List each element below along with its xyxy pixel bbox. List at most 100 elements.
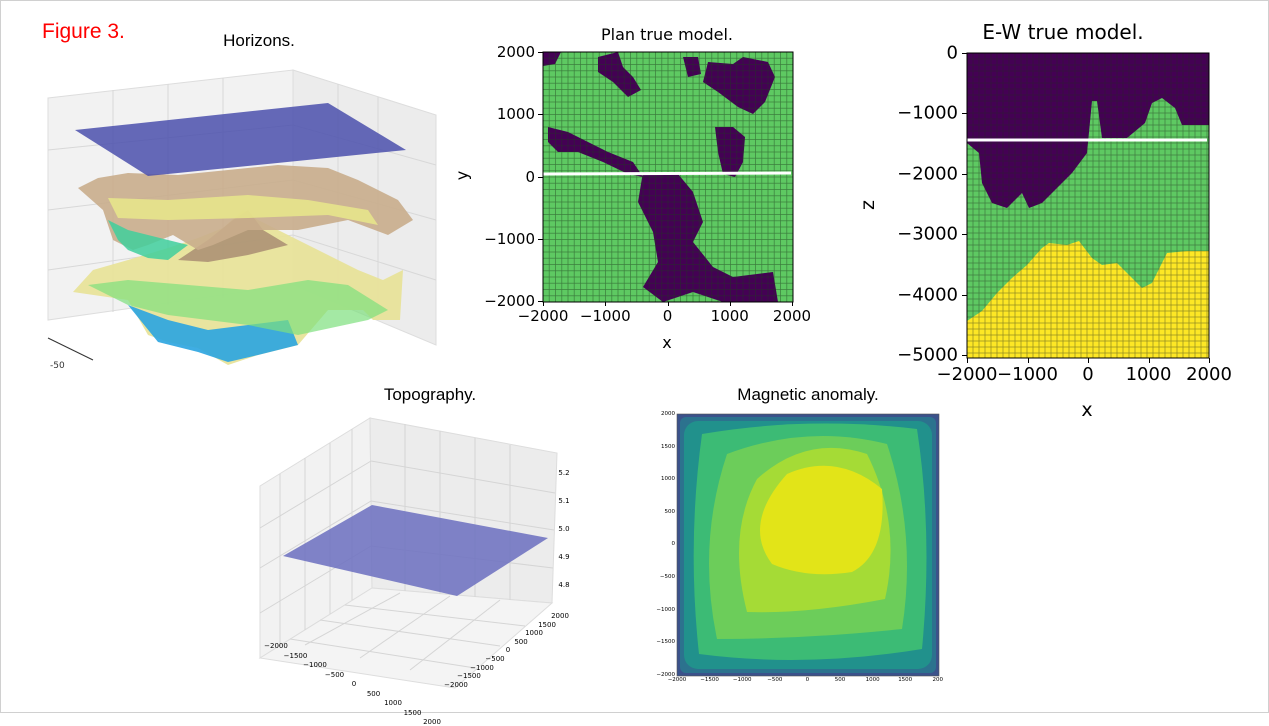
figure-label: Figure 3.	[42, 20, 125, 43]
lower-horizon-blue	[128, 305, 298, 362]
plan-xtick-mark	[543, 302, 544, 306]
topography-ytick-label: −1500	[457, 672, 481, 681]
ew-title: E-W true model.	[982, 20, 1144, 44]
plan-xtick-label: 1000	[710, 307, 749, 325]
plan-xtick-mark	[605, 302, 607, 306]
ew-ytick-mark	[962, 173, 967, 175]
topography-ytick-label: −500	[485, 655, 505, 663]
plan-section-line	[542, 171, 792, 176]
magnetic-xtick-label: 1000	[865, 677, 880, 683]
plan-xtick-label: 0	[662, 307, 673, 325]
plan-title: Plan true model.	[601, 25, 733, 44]
topography-xtick-label: 500	[366, 689, 381, 698]
topography-ztick-label: 4.8	[558, 581, 570, 589]
topography-ztick-label: 4.9	[558, 553, 570, 561]
lower-horizon-green	[88, 280, 388, 335]
plan-ytick-mark	[538, 238, 543, 240]
plan-xtick-label: −1000	[579, 307, 631, 325]
topography-xtick-label: −1000	[303, 661, 327, 669]
topography-ytick-label: 0	[505, 646, 511, 655]
topography-ztick-label: 5.2	[558, 469, 570, 477]
plan-xlabel: x	[662, 333, 672, 352]
plan-ytick-label: 1000	[496, 105, 535, 124]
plan-ytick-label: −1000	[484, 229, 535, 248]
topography-ztick-label: 5.0	[558, 525, 570, 533]
ew-xtick-label: 0	[1082, 364, 1094, 385]
topography-title: Topography.	[383, 385, 477, 404]
ew-ytick-label: 0	[946, 42, 958, 64]
ew-ytick-mark	[962, 355, 967, 356]
top-plane	[75, 103, 406, 176]
topography-plane	[283, 505, 548, 596]
horizons-title: Horizons.	[223, 31, 295, 50]
upper-horizon-yellow	[108, 195, 378, 225]
ew-ytick-mark	[962, 294, 967, 296]
ew-model-plot	[966, 52, 1210, 359]
ew-ytick-label: −3000	[897, 223, 958, 245]
topography-ztick-label: 5.1	[558, 497, 570, 505]
magnetic-xtick-label: −2000	[667, 677, 687, 683]
topography-xtick-label: −1500	[283, 651, 308, 660]
magnetic-xtick-label: −1000	[732, 677, 752, 683]
contour-level-6	[760, 465, 883, 575]
plan-xtick-mark	[792, 302, 793, 306]
topography-ytick-label: −2000	[444, 680, 468, 689]
ew-ytick-label: −4000	[897, 284, 958, 306]
topography-xtick-label: −2000	[264, 642, 288, 650]
magnetic-ytick-label: −1500	[656, 639, 675, 646]
magnetic-ytick-label: 1500	[661, 443, 675, 450]
ew-xtick-label: −1000	[997, 364, 1058, 385]
topography-xtick-label: 2000	[423, 718, 441, 726]
magnetic-ytick-label: −500	[659, 574, 675, 580]
plan-ylabel: y	[452, 170, 472, 181]
ew-xtick-mark	[1088, 358, 1089, 363]
topography-xtick-label: 0	[351, 680, 357, 688]
topography-ytick-label: −1000	[470, 663, 494, 672]
ew-ytick-mark	[962, 113, 967, 115]
upper-horizon-green	[108, 220, 188, 260]
plan-ytick-mark	[538, 301, 543, 302]
plan-ytick-mark	[538, 114, 543, 116]
plan-ytick-label: 0	[525, 167, 535, 186]
topography-xtick-label: −500	[324, 670, 345, 679]
magnetic-xtick-label: 500	[834, 677, 846, 683]
ew-ytick-label: −5000	[897, 344, 958, 366]
ew-xtick-mark	[1148, 358, 1150, 363]
horizons-3d-plot: -50	[47, 69, 437, 371]
topography-3d-plot	[258, 417, 558, 689]
ew-xtick-mark	[1209, 358, 1210, 363]
magnetic-ytick-label: 2000	[661, 411, 675, 417]
magnetic-title: Magnetic anomaly.	[737, 385, 879, 404]
magnetic-xtick-label: 0	[805, 677, 810, 683]
magnetic-xtick-label: −500	[767, 677, 783, 683]
magnetic-ytick-label: −2000	[656, 671, 675, 678]
ew-xtick-label: −2000	[936, 364, 998, 385]
ew-xtick-label: 1000	[1125, 364, 1172, 385]
topography-ytick-label: 2000	[551, 612, 569, 620]
topography-ytick-label: 500	[514, 637, 528, 646]
ew-xtick-mark	[1027, 358, 1029, 363]
ew-ytick-label: −1000	[897, 102, 958, 124]
ew-ytick-mark	[962, 53, 967, 54]
magnetic-ytick-label: 500	[664, 508, 676, 515]
plan-ytick-mark	[538, 52, 543, 53]
plan-model-plot	[542, 51, 794, 303]
ew-xlabel: x	[1081, 399, 1093, 421]
plan-xtick-label: −2000	[517, 307, 569, 325]
ew-ylabel: z	[857, 200, 879, 210]
magnetic-xtick-label: −1500	[700, 677, 719, 683]
plan-xtick-mark	[729, 302, 731, 306]
plan-xtick-mark	[667, 302, 669, 306]
plan-ytick-label: −2000	[484, 292, 535, 310]
magnetic-xtick-label: 200	[932, 677, 944, 683]
horizons-tick-label: -50	[50, 361, 65, 371]
ew-xtick-label: 2000	[1186, 364, 1232, 385]
magnetic-ytick-label: 1000	[661, 476, 675, 483]
magnetic-ytick-label: 0	[671, 541, 676, 548]
ew-xtick-mark	[967, 358, 968, 363]
topography-ytick-label: 1000	[525, 629, 543, 638]
topography-xtick-label: 1000	[384, 699, 402, 707]
plan-ytick-mark	[538, 176, 543, 178]
topography-ytick-label: 1500	[538, 620, 556, 629]
plan-ytick-label: 2000	[496, 43, 535, 61]
